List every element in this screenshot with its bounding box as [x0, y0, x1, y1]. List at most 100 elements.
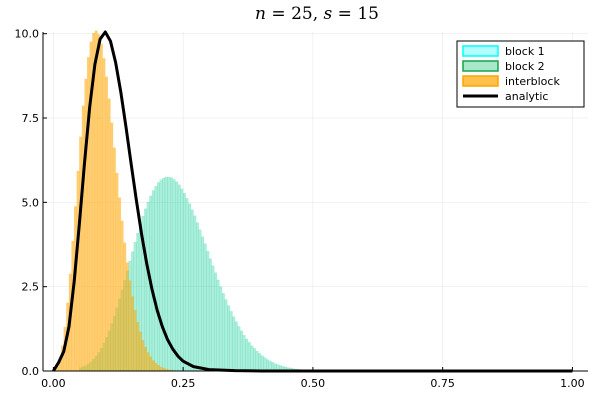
bar-block-2-73: [268, 360, 272, 372]
bar-interblock-12: [84, 78, 88, 372]
bar-block-2-30: [157, 182, 160, 372]
bar-block-2-54: [219, 286, 223, 372]
bar-block-2-31: [159, 179, 163, 372]
bar-interblock-10: [79, 136, 83, 372]
bar-block-2-42: [188, 203, 192, 372]
bar-block-2-25: [144, 208, 147, 372]
bar-interblock-31: [133, 310, 137, 372]
bar-block-2-58: [229, 311, 233, 372]
bar-block-2-72: [266, 359, 269, 372]
bar-block-2-40: [182, 193, 186, 372]
bar-interblock-22: [110, 122, 114, 372]
bar-block-2-55: [221, 293, 225, 372]
bar-block-2-56: [224, 299, 228, 372]
title-equals-2: =: [332, 4, 357, 24]
bar-block-2-48: [203, 243, 207, 372]
bar-block-2-41: [185, 198, 189, 372]
bar-interblock-30: [131, 296, 134, 372]
bar-interblock-40: [157, 365, 160, 372]
bar-block-2-49: [206, 251, 210, 372]
bar-block-2-36: [172, 179, 176, 372]
bar-block-2-32: [162, 177, 166, 372]
title-n-value: 25: [291, 4, 313, 24]
legend-label-block-2: block 2: [505, 60, 545, 73]
bar-block-2-71: [263, 357, 267, 372]
bar-block-2-28: [151, 190, 155, 372]
bar-interblock-24: [115, 172, 119, 372]
bar-interblock-35: [144, 346, 147, 372]
bar-interblock-39: [154, 363, 158, 372]
y-tick-labels: 0.0 2.5 5.0 7.5 10.0: [15, 28, 40, 378]
bar-block-2-46: [198, 229, 202, 372]
bar-block-2-52: [214, 272, 218, 372]
y-tick-label-4: 10.0: [15, 28, 40, 41]
bar-block-2-66: [250, 345, 254, 372]
title-s-value: 15: [357, 4, 379, 24]
legend-label-analytic: analytic: [505, 90, 548, 103]
bar-interblock-28: [125, 262, 129, 372]
x-tick-labels: 0.00 0.25 0.50 0.75 1.00: [41, 377, 585, 390]
x-tick-label-3: 0.75: [430, 377, 455, 390]
bar-interblock-29: [128, 280, 132, 372]
bar-block-2-44: [193, 215, 197, 372]
bar-interblock-38: [151, 360, 155, 372]
bar-block-2-45: [195, 222, 199, 372]
bar-interblock-32: [136, 321, 140, 372]
bar-interblock-34: [141, 340, 145, 372]
bar-block-2-65: [247, 342, 251, 372]
bar-interblock-26: [120, 220, 124, 372]
bar-block-2-64: [245, 338, 249, 372]
bar-interblock-20: [105, 76, 109, 372]
bar-interblock-33: [138, 331, 142, 372]
bar-block-2-67: [253, 348, 256, 372]
bar-interblock-25: [118, 197, 122, 372]
bar-interblock-11: [81, 105, 85, 372]
x-tick-label-4: 1.00: [560, 377, 585, 390]
bar-block-2-29: [154, 186, 158, 372]
title-s-symbol: s: [324, 4, 333, 24]
bar-block-2-60: [234, 321, 238, 372]
bar-block-2-50: [208, 258, 212, 372]
bar-interblock-23: [112, 147, 116, 372]
legend-label-interblock: interblock: [505, 75, 560, 88]
bar-interblock-18: [99, 43, 103, 372]
bar-interblock-21: [107, 98, 111, 372]
bar-block-2-26: [146, 201, 150, 372]
y-tick-label-3: 7.5: [22, 112, 40, 125]
bar-block-2-51: [211, 265, 215, 372]
title-equals: =: [266, 4, 291, 24]
title-n-symbol: n: [255, 4, 266, 24]
bar-block-2-69: [258, 353, 262, 372]
chart-title: n = 25, s = 15: [255, 4, 379, 24]
bar-interblock-27: [123, 242, 127, 372]
bar-block-2-61: [237, 326, 241, 372]
legend: block 1 block 2 interblock analytic: [456, 40, 585, 108]
y-tick-label-2: 5.0: [22, 196, 40, 209]
bar-interblock-36: [146, 352, 150, 372]
bar-block-2-39: [180, 188, 184, 372]
y-tick-label-0: 0.0: [22, 365, 40, 378]
bar-interblock-16: [94, 30, 98, 372]
bar-interblock-19: [102, 58, 106, 372]
title-separator: ,: [313, 4, 324, 24]
bar-interblock-17: [97, 34, 101, 372]
x-tick-label-1: 0.25: [171, 377, 196, 390]
legend-label-block-1: block 1: [505, 45, 545, 58]
x-tick-label-0: 0.00: [41, 377, 66, 390]
legend-swatch-interblock: [462, 75, 499, 87]
bar-block-2-47: [201, 236, 205, 372]
legend-swatch-block-1: [462, 45, 499, 57]
bar-interblock-41: [159, 366, 163, 372]
x-tick-label-2: 0.50: [301, 377, 326, 390]
legend-swatch-block-2: [462, 60, 499, 72]
bar-block-2-62: [240, 330, 243, 372]
bar-block-2-43: [190, 209, 194, 372]
bar-block-2-37: [175, 181, 179, 372]
bar-block-2-53: [216, 279, 220, 372]
bar-interblock-9: [76, 170, 80, 372]
bar-block-2-68: [255, 350, 259, 372]
bar-interblock-37: [149, 356, 153, 372]
y-tick-label-1: 2.5: [22, 281, 40, 294]
bar-block-2-57: [227, 305, 231, 372]
